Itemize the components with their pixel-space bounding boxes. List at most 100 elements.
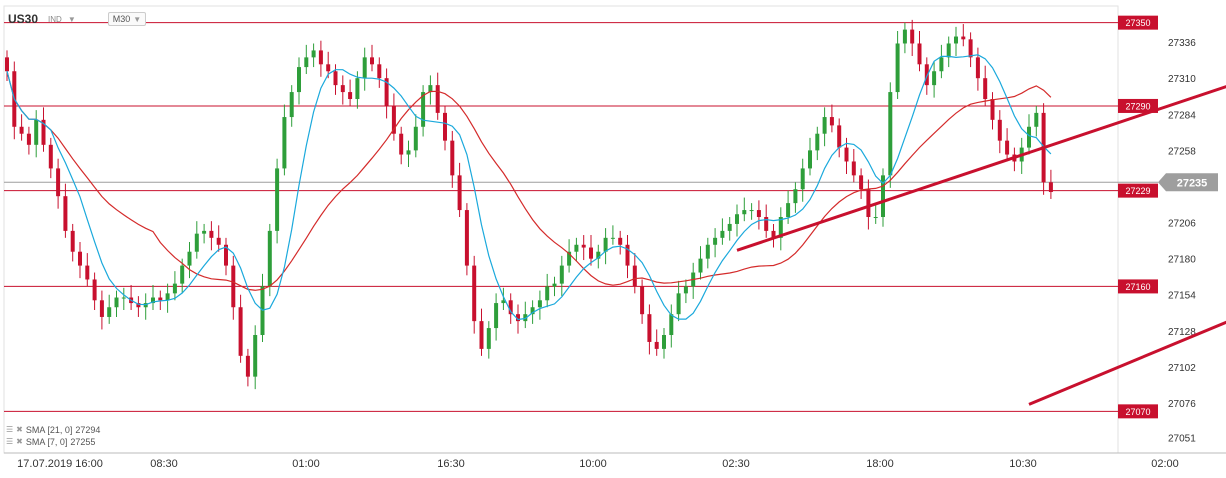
candle[interactable] (318, 40, 323, 77)
sma-21-line[interactable] (6, 71, 1052, 291)
candle[interactable] (705, 237, 710, 269)
candle[interactable] (537, 290, 542, 320)
candle[interactable] (231, 255, 236, 320)
candle[interactable] (647, 304, 652, 355)
candle[interactable] (961, 24, 966, 47)
candle[interactable] (1048, 169, 1053, 199)
candle[interactable] (574, 237, 579, 262)
candle[interactable] (764, 204, 769, 238)
candle[interactable] (990, 92, 995, 130)
candle[interactable] (180, 258, 185, 294)
candle[interactable] (275, 158, 280, 244)
candle[interactable] (873, 204, 878, 224)
settings-icon[interactable]: ☰ (6, 437, 14, 446)
candle[interactable] (618, 230, 623, 255)
candle[interactable] (340, 75, 345, 105)
candle[interactable] (800, 158, 805, 202)
candle[interactable] (99, 290, 104, 330)
candle[interactable] (428, 75, 433, 105)
candle[interactable] (793, 182, 798, 213)
candle[interactable] (472, 255, 477, 334)
candle[interactable] (610, 225, 615, 245)
candle[interactable] (282, 104, 287, 176)
candle[interactable] (479, 308, 484, 356)
symbol-label[interactable]: US30 (8, 12, 39, 26)
candle[interactable] (829, 104, 834, 133)
candle[interactable] (508, 293, 513, 324)
candle[interactable] (501, 287, 506, 311)
candle[interactable] (1034, 105, 1039, 137)
candle[interactable] (859, 168, 864, 199)
candle[interactable] (172, 271, 177, 301)
candle[interactable] (559, 255, 564, 297)
timeframe-select[interactable]: M30 ▼ (107, 12, 147, 26)
candle[interactable] (654, 329, 659, 356)
candle[interactable] (114, 290, 119, 317)
candle[interactable] (187, 241, 192, 279)
candle[interactable] (5, 50, 9, 81)
candle[interactable] (362, 47, 367, 91)
settings-icon[interactable]: ☰ (6, 425, 14, 434)
candle[interactable] (92, 272, 97, 311)
candle[interactable] (260, 273, 265, 342)
candle[interactable] (596, 244, 601, 269)
candle[interactable] (370, 44, 374, 72)
candle[interactable] (413, 114, 418, 158)
candle[interactable] (742, 197, 747, 222)
candle[interactable] (421, 85, 426, 137)
candle[interactable] (63, 183, 68, 238)
candle[interactable] (78, 241, 82, 279)
candle[interactable] (435, 72, 440, 120)
candle[interactable] (735, 204, 739, 237)
candle[interactable] (975, 47, 980, 91)
candle[interactable] (778, 207, 783, 251)
candle[interactable] (406, 140, 411, 168)
candle[interactable] (720, 218, 725, 245)
candle[interactable] (333, 64, 338, 95)
candle[interactable] (815, 126, 820, 161)
candle[interactable] (662, 328, 666, 359)
candle[interactable] (756, 200, 761, 230)
candle[interactable] (545, 273, 550, 308)
candle[interactable] (968, 32, 973, 68)
candle[interactable] (1005, 128, 1010, 162)
candle[interactable] (881, 168, 885, 227)
candle[interactable] (289, 85, 294, 127)
candle[interactable] (384, 68, 389, 119)
candle[interactable] (932, 61, 937, 98)
candle[interactable] (165, 283, 170, 313)
candle[interactable] (749, 203, 754, 220)
candle[interactable] (786, 190, 791, 224)
indicator-row[interactable]: ☰ ✖ SMA [7, 0] 27255 (6, 436, 100, 448)
candle[interactable] (603, 228, 608, 265)
candle[interactable] (939, 44, 944, 79)
candle[interactable] (143, 293, 148, 320)
candle[interactable] (683, 279, 688, 304)
candle[interactable] (377, 57, 382, 88)
candle[interactable] (245, 348, 250, 387)
indicator-row[interactable]: ☰ ✖ SMA [21, 0] 27294 (6, 424, 100, 436)
candle[interactable] (443, 105, 447, 151)
candle[interactable] (297, 57, 301, 105)
candle[interactable] (129, 285, 134, 311)
candle[interactable] (238, 294, 243, 363)
candle[interactable] (34, 110, 39, 158)
remove-icon[interactable]: ✖ (16, 425, 23, 434)
candle[interactable] (209, 221, 214, 251)
candle[interactable] (640, 279, 645, 324)
candle[interactable] (669, 304, 674, 348)
candle[interactable] (552, 276, 557, 297)
candle[interactable] (851, 148, 856, 183)
candle[interactable] (771, 223, 776, 248)
remove-icon[interactable]: ✖ (16, 437, 23, 446)
candle[interactable] (253, 325, 258, 390)
candle[interactable] (348, 79, 353, 106)
candle[interactable] (41, 107, 46, 152)
candle[interactable] (267, 223, 272, 297)
candle[interactable] (523, 301, 528, 329)
trendline[interactable] (1028, 100, 1226, 406)
candle[interactable] (304, 44, 309, 75)
candle[interactable] (494, 293, 499, 341)
candle[interactable] (946, 36, 951, 68)
